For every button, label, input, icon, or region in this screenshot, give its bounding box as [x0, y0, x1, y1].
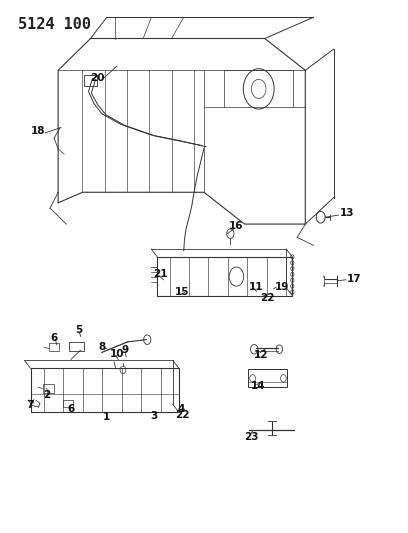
Text: 17: 17 — [347, 273, 361, 284]
Text: 1: 1 — [103, 411, 110, 422]
Text: 5124 100: 5124 100 — [18, 17, 91, 33]
Text: 20: 20 — [90, 72, 104, 83]
Text: 11: 11 — [248, 281, 263, 292]
Text: 22: 22 — [260, 293, 275, 303]
Text: 19: 19 — [275, 281, 289, 292]
Text: 16: 16 — [229, 221, 244, 231]
Text: 14: 14 — [251, 381, 265, 391]
Text: 15: 15 — [175, 287, 189, 297]
Text: 23: 23 — [244, 432, 258, 442]
Text: 7: 7 — [27, 400, 34, 410]
Text: 4: 4 — [177, 403, 185, 414]
Text: 2: 2 — [44, 390, 51, 400]
Text: 21: 21 — [153, 269, 168, 279]
Text: 5: 5 — [75, 325, 83, 335]
Text: 8: 8 — [99, 342, 106, 352]
Text: 3: 3 — [151, 411, 158, 421]
Text: 9: 9 — [121, 345, 129, 356]
Text: 18: 18 — [31, 126, 45, 136]
Text: 22: 22 — [175, 410, 189, 420]
Text: 12: 12 — [253, 350, 268, 360]
Text: 6: 6 — [51, 333, 58, 343]
Text: 13: 13 — [340, 208, 355, 219]
Text: 10: 10 — [110, 349, 124, 359]
Text: 6: 6 — [67, 404, 74, 414]
